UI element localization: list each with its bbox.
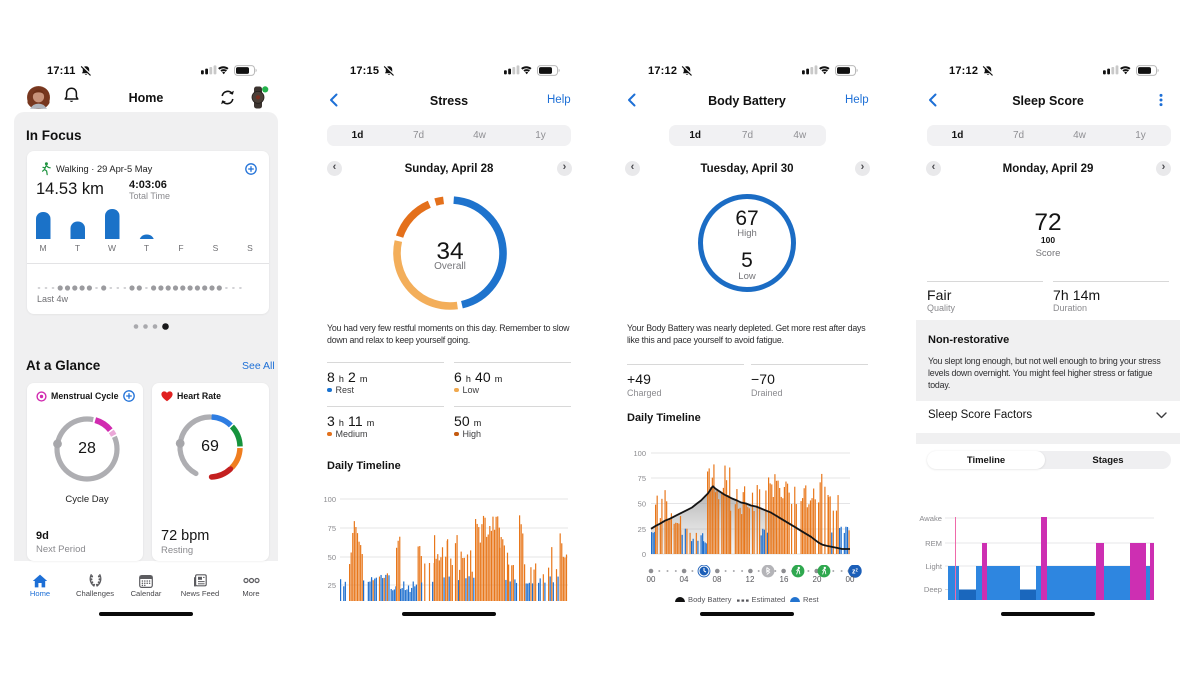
svg-text:100: 100 [633,449,646,458]
svg-text:50: 50 [638,499,646,508]
svg-text:Rest: Rest [803,595,820,604]
svg-text:zz: zz [852,568,859,576]
svg-text:25: 25 [328,581,336,590]
svg-text:0: 0 [642,550,646,559]
svg-text:50: 50 [328,553,336,562]
svg-text:75: 75 [638,474,646,483]
svg-text:75: 75 [328,524,336,533]
svg-text:100: 100 [323,495,336,504]
svg-text:Body Battery: Body Battery [688,595,732,604]
svg-text:Estimated: Estimated [752,595,786,604]
svg-text:25: 25 [638,525,646,534]
